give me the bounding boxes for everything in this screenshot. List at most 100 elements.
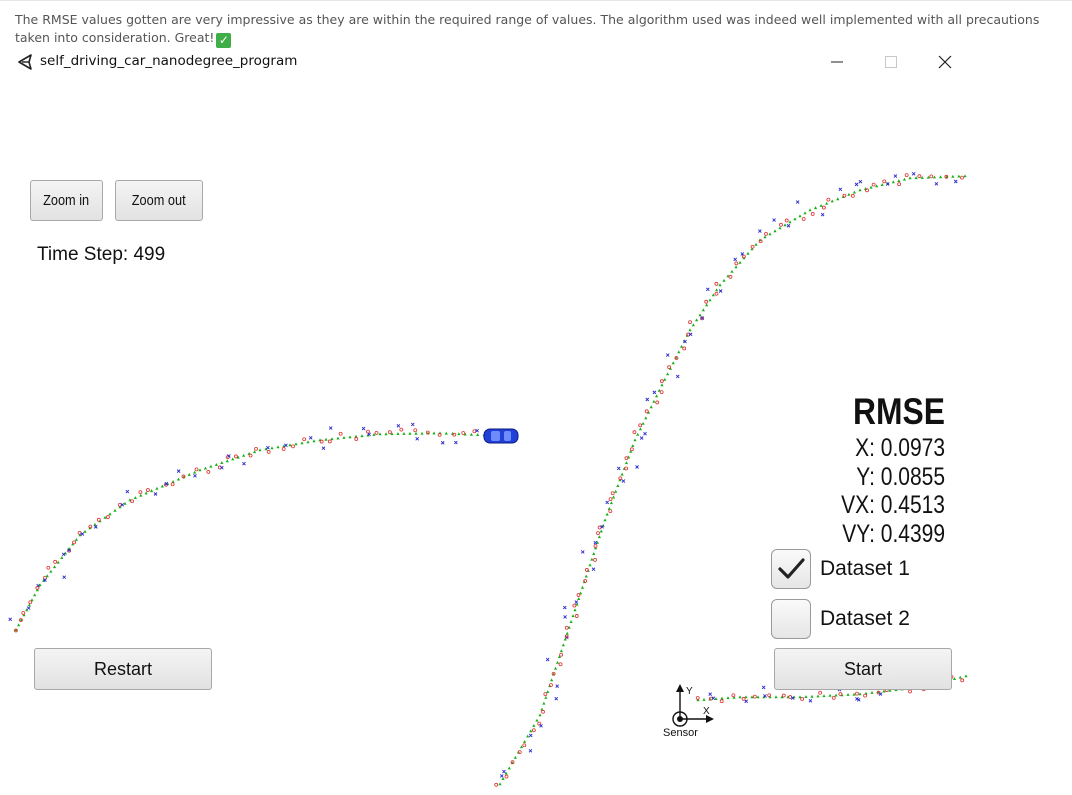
estimate-marker [52,565,57,569]
estimate-marker [225,459,229,463]
lidar-marker [655,400,660,405]
restart-button[interactable]: Restart [34,648,212,690]
lidar-marker [106,515,110,519]
lidar-marker [291,444,295,449]
lidar-marker [728,275,733,279]
sensor-label: Sensor [663,727,698,739]
estimate-marker [198,468,202,472]
estimate-marker [209,464,213,468]
lidar-marker [374,430,379,435]
lidar-marker [461,431,466,435]
radar-marker [440,440,445,445]
estimate-marker [306,440,310,444]
estimate-marker [538,713,542,717]
estimate-marker [584,574,588,578]
radar-marker [763,694,767,698]
lidar-marker [425,430,430,435]
estimate-marker [633,438,637,442]
estimate-marker [597,535,601,539]
estimate-marker [738,695,742,699]
estimate-marker [258,448,262,452]
estimate-marker [171,479,175,483]
estimate-marker [78,533,82,537]
estimate-marker [469,432,474,436]
radar-marker [772,218,776,222]
estimate-marker [118,505,122,509]
dataset-1-checkbox[interactable] [771,549,811,589]
estimate-marker [149,489,154,493]
estimate-marker [624,461,629,465]
estimate-marker [616,484,620,488]
estimate-marker [926,175,930,179]
lidar-marker [682,346,687,351]
lidar-marker [596,531,600,535]
dataset-2-checkbox[interactable] [771,599,811,639]
lidar-marker [266,450,271,454]
lidar-marker [338,431,343,436]
estimate-marker [402,432,406,435]
estimate-marker [113,508,117,512]
estimate-marker [858,188,862,192]
radar-marker [555,684,559,689]
estimate-marker [768,232,772,236]
estimate-marker [846,693,850,696]
estimate-marker [577,597,581,601]
lidar-marker [610,491,615,496]
lidar-marker [659,379,664,384]
estimate-marker [649,405,653,409]
dataset-2-label[interactable]: Dataset 2 [820,607,910,630]
estimate-marker [592,552,596,556]
lidar-marker [572,603,577,608]
lidar-marker [632,430,637,435]
radar-marker [176,469,181,473]
review-comment-text: The RMSE values gotten are very impressi… [15,12,1040,45]
lidar-marker [21,611,26,615]
lidar-marker [584,568,589,572]
close-icon[interactable] [930,50,960,74]
estimate-marker [390,432,394,436]
estimate-marker [519,745,524,749]
lidar-marker [181,474,186,479]
lidar-marker [801,217,806,221]
estimate-marker [880,183,884,186]
lidar-marker [779,222,783,227]
estimate-marker [588,563,592,567]
lidar-marker [138,490,143,495]
estimate-marker [957,174,961,178]
estimate-marker [938,175,943,179]
estimate-marker [788,220,792,224]
estimate-marker [420,431,424,435]
lidar-marker [917,174,922,179]
lidar-marker [583,579,588,583]
lidar-marker [630,447,634,452]
estimate-marker [336,436,340,440]
zoom-out-button[interactable]: Zoom out [115,180,203,221]
start-button[interactable]: Start [774,648,952,690]
estimate-marker [773,229,777,233]
dataset-1-label[interactable]: Dataset 1 [820,557,910,580]
lidar-marker [818,690,823,695]
radar-marker [8,617,13,622]
estimate-marker [74,537,78,541]
minimize-icon[interactable] [822,50,852,74]
estimate-marker [360,434,364,438]
estimate-marker [810,694,814,698]
estimate-marker [133,496,137,499]
estimate-marker [342,436,346,439]
radar-marker [528,733,533,738]
lidar-marker [574,614,579,618]
lidar-marker [354,437,359,441]
lidar-marker [638,423,643,428]
estimate-marker [705,303,709,307]
zoom-in-button[interactable]: Zoom in [30,180,103,221]
lidar-marker [908,689,912,694]
lidar-marker [686,332,690,337]
estimate-marker [718,283,722,287]
estimate-marker [176,477,181,481]
estimate-marker [774,695,778,699]
estimate-marker [504,771,508,775]
estimate-marker [783,223,787,227]
estimate-marker [49,569,53,573]
radar-marker [499,774,504,778]
maximize-icon[interactable] [876,50,906,74]
